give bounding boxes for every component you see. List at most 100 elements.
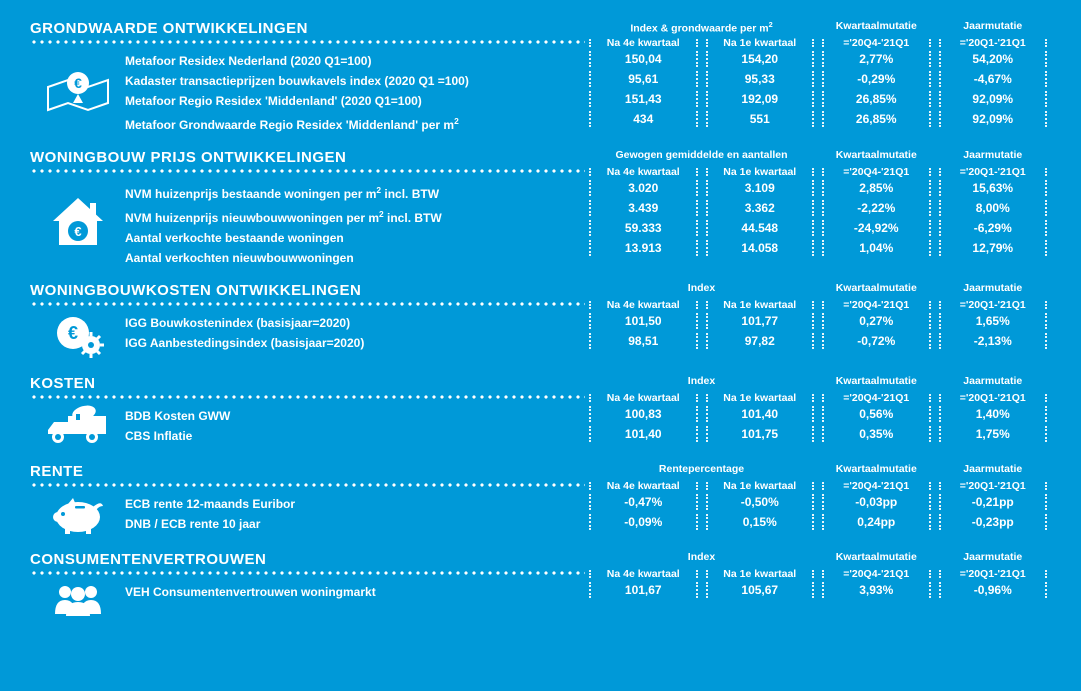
cell-kw: -0,03pp [818, 492, 935, 512]
cell-q4: 151,43 [585, 89, 702, 109]
col-jr: ='20Q1-'21Q1 [935, 568, 1052, 580]
col-q1: Na 1e kwartaal [702, 568, 819, 580]
cell-q1: 101,75 [702, 424, 819, 444]
cell-q4: -0,09% [585, 512, 702, 532]
cell-kw: -2,22% [818, 198, 935, 218]
cell-jr: -0,21pp [935, 492, 1052, 512]
column-subheaders: Na 4e kwartaal Na 1e kwartaal ='20Q4-'21… [585, 166, 1051, 178]
col-q1: Na 1e kwartaal [702, 392, 819, 404]
data-row: 101,40 101,75 0,35% 1,75% [585, 424, 1051, 444]
cell-q1: 101,40 [702, 404, 819, 424]
row-label: Metafoor Grondwaarde Regio Residex 'Midd… [125, 111, 585, 135]
cell-jr: -0,96% [935, 580, 1052, 600]
cell-q4: 101,67 [585, 580, 702, 600]
svg-text:€: € [74, 75, 82, 91]
jaarmutatie-label: Jaarmutatie [935, 551, 1052, 568]
cell-kw: 26,85% [818, 89, 935, 109]
cell-jr: 1,40% [935, 404, 1052, 424]
kwartaalmutatie-label: Kwartaalmutatie [818, 20, 935, 37]
data-row: -0,47% -0,50% -0,03pp -0,21pp [585, 492, 1051, 512]
cell-q4: 3.020 [585, 178, 702, 198]
col-q4: Na 4e kwartaal [585, 392, 702, 404]
cell-q1: 551 [702, 109, 819, 129]
svg-text:€: € [67, 323, 77, 343]
cell-jr: 15,63% [935, 178, 1052, 198]
cell-kw: 2,85% [818, 178, 935, 198]
group-label: Index & grondwaarde per m2 [585, 20, 818, 37]
cell-kw: 0,35% [818, 424, 935, 444]
section-2: WONINGBOUWKOSTEN ONTWIKKELINGEN Index Kw… [30, 282, 1051, 361]
dots-divider [30, 570, 585, 576]
group-header: Index Kwartaalmutatie Jaarmutatie [585, 551, 1051, 568]
group-label: Index [585, 551, 818, 568]
cell-kw: 0,27% [818, 311, 935, 331]
section-title: GRONDWAARDE ONTWIKKELINGEN [30, 20, 585, 37]
cell-jr: 92,09% [935, 109, 1052, 129]
row-label: BDB Kosten GWW [125, 406, 585, 426]
row-label: Aantal verkochten nieuwbouwwoningen [125, 248, 585, 268]
cell-q1: 154,20 [702, 49, 819, 69]
row-label: Metafoor Regio Residex 'Middenland' (202… [125, 91, 585, 111]
col-q4: Na 4e kwartaal [585, 480, 702, 492]
row-label: NVM huizenprijs nieuwbouwwoningen per m2… [125, 204, 585, 228]
cell-q4: -0,47% [585, 492, 702, 512]
data-row: 3.020 3.109 2,85% 15,63% [585, 178, 1051, 198]
map-euro-icon: € [30, 49, 125, 135]
cell-q4: 101,50 [585, 311, 702, 331]
row-label: NVM huizenprijs bestaande woningen per m… [125, 180, 585, 204]
cell-q1: 97,82 [702, 331, 819, 351]
col-jr: ='20Q1-'21Q1 [935, 480, 1052, 492]
col-q1: Na 1e kwartaal [702, 37, 819, 49]
group-label: Gewogen gemiddelde en aantallen [585, 149, 818, 166]
group-header: Gewogen gemiddelde en aantallen Kwartaal… [585, 149, 1051, 166]
section-title: KOSTEN [30, 375, 585, 392]
cell-q4: 13.913 [585, 238, 702, 258]
section-5: CONSUMENTENVERTROUWEN Index Kwartaalmuta… [30, 551, 1051, 620]
house-euro-icon: € [30, 178, 125, 268]
kwartaalmutatie-label: Kwartaalmutatie [818, 375, 935, 392]
cell-jr: 8,00% [935, 198, 1052, 218]
data-row: 101,50 101,77 0,27% 1,65% [585, 311, 1051, 331]
data-row: -0,09% 0,15% 0,24pp -0,23pp [585, 512, 1051, 532]
col-q4: Na 4e kwartaal [585, 37, 702, 49]
row-labels: Metafoor Residex Nederland (2020 Q1=100)… [125, 49, 585, 135]
cell-q4: 3.439 [585, 198, 702, 218]
row-label: Kadaster transactieprijzen bouwkavels in… [125, 71, 585, 91]
col-kw: ='20Q4-'21Q1 [818, 392, 935, 404]
row-label: VEH Consumentenvertrouwen woningmarkt [125, 582, 585, 602]
cell-kw: -24,92% [818, 218, 935, 238]
data-row: 151,43 192,09 26,85% 92,09% [585, 89, 1051, 109]
cell-q1: 3.109 [702, 178, 819, 198]
cell-q1: -0,50% [702, 492, 819, 512]
col-kw: ='20Q4-'21Q1 [818, 166, 935, 178]
row-label: ECB rente 12-maands Euribor [125, 494, 585, 514]
cell-jr: 92,09% [935, 89, 1052, 109]
jaarmutatie-label: Jaarmutatie [935, 282, 1052, 299]
row-labels: ECB rente 12-maands Euribor DNB / ECB re… [125, 492, 585, 537]
piggy-icon [30, 492, 125, 537]
cell-q4: 434 [585, 109, 702, 129]
cell-q1: 95,33 [702, 69, 819, 89]
dots-divider [30, 39, 585, 45]
dots-divider [30, 168, 585, 174]
group-header: Index Kwartaalmutatie Jaarmutatie [585, 375, 1051, 392]
column-subheaders: Na 4e kwartaal Na 1e kwartaal ='20Q4-'21… [585, 480, 1051, 492]
cell-q1: 14.058 [702, 238, 819, 258]
kwartaalmutatie-label: Kwartaalmutatie [818, 149, 935, 166]
group-label: Index [585, 375, 818, 392]
cell-jr: 12,79% [935, 238, 1052, 258]
cell-kw: 3,93% [818, 580, 935, 600]
section-0: GRONDWAARDE ONTWIKKELINGEN Index & grond… [30, 20, 1051, 135]
col-q1: Na 1e kwartaal [702, 480, 819, 492]
cell-q4: 100,83 [585, 404, 702, 424]
cell-jr: -6,29% [935, 218, 1052, 238]
row-labels: BDB Kosten GWW CBS Inflatie [125, 404, 585, 449]
cell-q1: 44.548 [702, 218, 819, 238]
cell-kw: 0,24pp [818, 512, 935, 532]
section-title: WONINGBOUW PRIJS ONTWIKKELINGEN [30, 149, 585, 166]
cell-q4: 101,40 [585, 424, 702, 444]
col-jr: ='20Q1-'21Q1 [935, 37, 1052, 49]
col-kw: ='20Q4-'21Q1 [818, 480, 935, 492]
cell-q4: 95,61 [585, 69, 702, 89]
data-row: 434 551 26,85% 92,09% [585, 109, 1051, 129]
